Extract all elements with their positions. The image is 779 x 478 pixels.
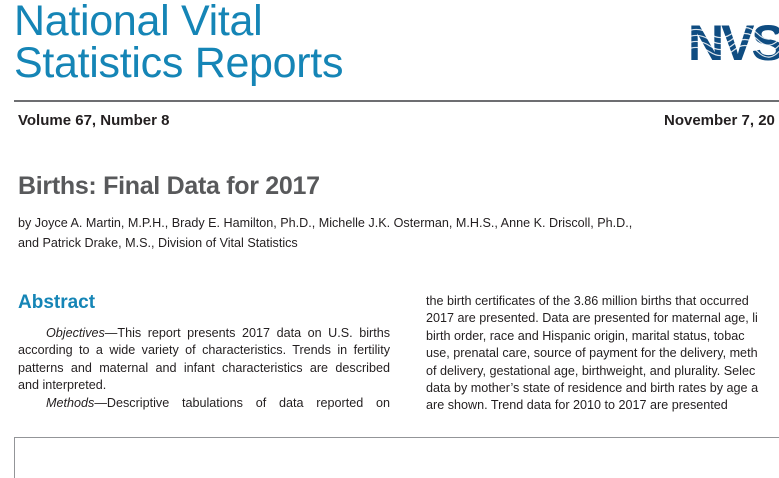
abstract-right-line: data by mother’s state of residence and … — [426, 381, 759, 396]
objectives-label: Objectives — [46, 326, 105, 340]
abstract-column-left: Objectives—This report presents 2017 dat… — [18, 325, 390, 412]
abstract-left-line: and interpreted. — [18, 378, 107, 393]
abstract-right-line: are shown. Trend data for 2010 to 2017 a… — [426, 398, 728, 413]
logo-wave-lines — [686, 26, 779, 58]
issue-date: November 7, 20 — [664, 112, 775, 129]
abstract-heading: Abstract — [18, 292, 96, 313]
masthead-divider — [14, 100, 779, 102]
abstract-left-line: patterns and maternal and infant charact… — [18, 360, 390, 375]
report-title: Births: Final Data for 2017 — [18, 172, 320, 200]
publication-title-line-2: Statistics Reports — [14, 39, 344, 87]
author-line-1: by Joyce A. Martin, M.P.H., Brady E. Ham… — [18, 216, 633, 230]
nvss-logo-text: NVSS — [688, 15, 779, 71]
publication-title: National Vital Statistics Reports — [14, 0, 344, 87]
publication-title-line-1: National Vital — [14, 0, 263, 45]
objectives-text: —This report presents 2017 data on U.S. … — [104, 326, 390, 340]
methods-label: Methods — [46, 395, 95, 410]
methods-text: —Descriptive tabulations of data reporte… — [94, 395, 390, 410]
abstract-right-line: birth order, race and Hispanic origin, m… — [426, 328, 745, 343]
highlights-box-border — [14, 437, 779, 478]
methods-line: Methods—Descriptive tabulations of data … — [18, 395, 390, 412]
abstract-right-line: of delivery, gestational age, birthweigh… — [426, 363, 756, 378]
abstract-right-line: the birth certificates of the 3.86 milli… — [426, 294, 749, 308]
objectives-line: Objectives—This report presents 2017 dat… — [18, 325, 390, 342]
author-line-2: and Patrick Drake, M.S., Division of Vit… — [18, 236, 298, 250]
issue-volume: Volume 67, Number 8 — [18, 112, 170, 129]
nvss-logo: NVSS — [686, 10, 779, 76]
abstract-right-line: 2017 are presented. Data are presented f… — [426, 311, 758, 326]
author-list: by Joyce A. Martin, M.P.H., Brady E. Ham… — [18, 213, 718, 253]
nvss-logo-graphic: NVSS — [686, 15, 779, 71]
abstract-column-right: the birth certificates of the 3.86 milli… — [426, 293, 779, 415]
abstract-left-line: according to a wide variety of character… — [18, 343, 390, 358]
abstract-right-line: use, prenatal care, source of payment fo… — [426, 346, 758, 361]
